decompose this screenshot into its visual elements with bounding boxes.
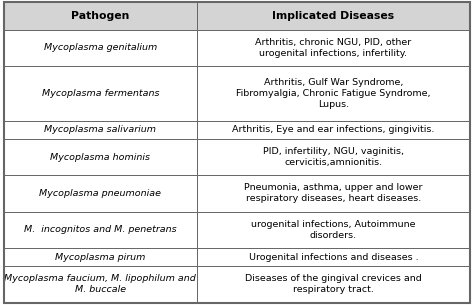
Text: Urogenital infections and diseases .: Urogenital infections and diseases . bbox=[249, 253, 418, 262]
Bar bbox=[4, 121, 197, 139]
Text: Mycoplasma salivarium: Mycoplasma salivarium bbox=[44, 125, 156, 134]
Bar bbox=[197, 212, 470, 248]
Text: M.  incognitos and M. penetrans: M. incognitos and M. penetrans bbox=[24, 225, 176, 234]
Text: Pneumonia, asthma, upper and lower
respiratory diseases, heart diseases.: Pneumonia, asthma, upper and lower respi… bbox=[244, 183, 423, 203]
Text: Arthritis, Eye and ear infections, gingivitis.: Arthritis, Eye and ear infections, gingi… bbox=[232, 125, 435, 134]
Text: Implicated Diseases: Implicated Diseases bbox=[273, 11, 394, 21]
Text: PID, infertility, NGU, vaginitis,
cervicitis,amnionitis.: PID, infertility, NGU, vaginitis, cervic… bbox=[263, 147, 404, 167]
Text: Mycoplasma hominis: Mycoplasma hominis bbox=[50, 152, 150, 162]
Bar bbox=[197, 30, 470, 66]
Bar bbox=[4, 2, 197, 30]
Text: Mycoplasma fermentans: Mycoplasma fermentans bbox=[42, 89, 159, 98]
Bar bbox=[4, 175, 197, 212]
Bar bbox=[4, 266, 197, 303]
Bar bbox=[197, 121, 470, 139]
Bar bbox=[4, 212, 197, 248]
Bar bbox=[197, 139, 470, 175]
Bar bbox=[197, 66, 470, 121]
Text: Arthritis, chronic NGU, PID, other
urogenital infections, infertility.: Arthritis, chronic NGU, PID, other uroge… bbox=[255, 38, 411, 58]
Text: Arthritis, Gulf War Syndrome,
Fibromyalgia, Chronic Fatigue Syndrome,
Lupus.: Arthritis, Gulf War Syndrome, Fibromyalg… bbox=[236, 78, 431, 109]
Text: Mycoplasma pneumoniae: Mycoplasma pneumoniae bbox=[39, 189, 161, 198]
Bar bbox=[4, 66, 197, 121]
Text: Mycoplasma genitalium: Mycoplasma genitalium bbox=[44, 43, 157, 52]
Text: Pathogen: Pathogen bbox=[71, 11, 129, 21]
Bar bbox=[4, 139, 197, 175]
Bar bbox=[4, 30, 197, 66]
Bar bbox=[197, 175, 470, 212]
Bar bbox=[197, 266, 470, 303]
Text: urogenital infections, Autoimmune
disorders.: urogenital infections, Autoimmune disord… bbox=[251, 220, 416, 240]
Bar bbox=[4, 248, 197, 266]
Text: Diseases of the gingival crevices and
respiratory tract.: Diseases of the gingival crevices and re… bbox=[245, 274, 422, 294]
Text: Mycoplasma pirum: Mycoplasma pirum bbox=[55, 253, 146, 262]
Text: Mycoplasma faucium, M. lipophilum and
M. buccale: Mycoplasma faucium, M. lipophilum and M.… bbox=[4, 274, 196, 294]
Bar bbox=[197, 2, 470, 30]
Bar bbox=[197, 248, 470, 266]
